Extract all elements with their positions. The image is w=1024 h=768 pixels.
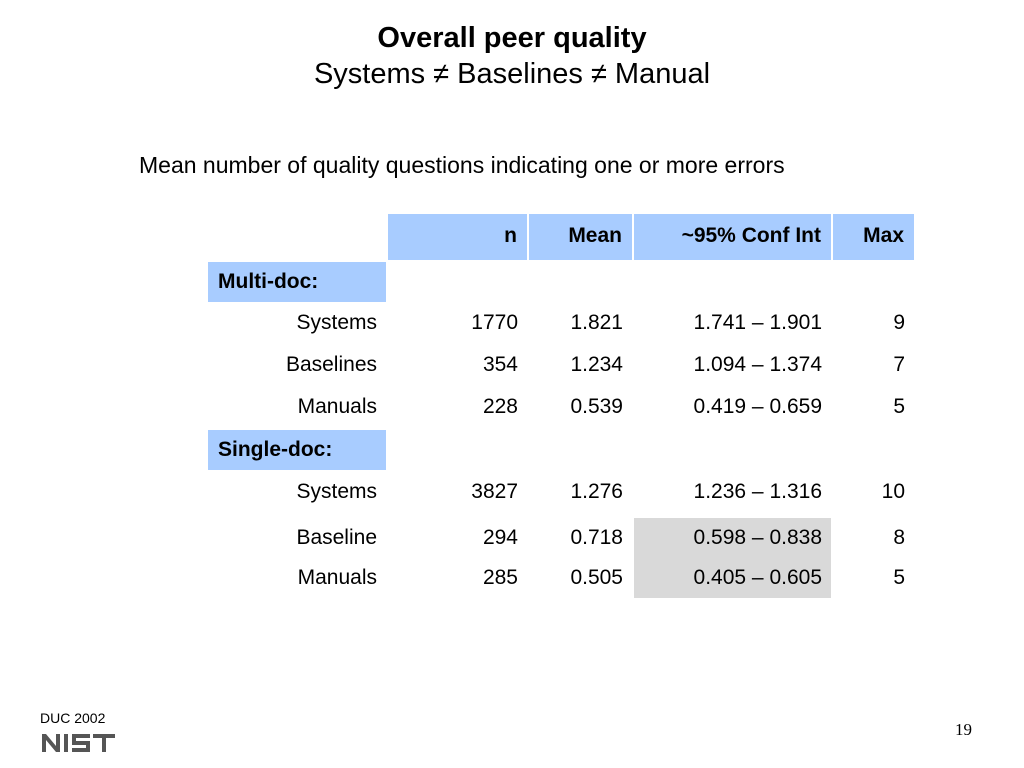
header-conf-int: ~95% Conf Int [634, 214, 831, 260]
cell-mean: 0.539 [570, 395, 623, 418]
row-label: Manuals [297, 395, 377, 418]
row-label: Manuals [297, 566, 377, 589]
cell-n: 228 [482, 395, 518, 418]
cell-conf-int: 0.419 – 0.659 [693, 395, 822, 418]
slide-subtitle: Systems ≠ Baselines ≠ Manual [313, 58, 711, 90]
header-mean: Mean [529, 214, 632, 260]
cell-max: 5 [893, 395, 905, 418]
header-n: n [388, 214, 527, 260]
cell-n: 294 [482, 526, 518, 549]
cell-max: 7 [893, 353, 905, 376]
nist-logo [42, 734, 115, 752]
row-label: Systems [296, 311, 377, 334]
cell-max: 10 [881, 480, 905, 503]
cell-mean: 1.821 [570, 311, 623, 334]
page-number: 19 [955, 720, 972, 739]
cell-max: 9 [893, 311, 905, 334]
cell-conf-int-highlighted: 0.598 – 0.838 [634, 518, 831, 558]
cell-n: 1770 [471, 311, 518, 334]
cell-mean: 0.718 [570, 526, 623, 549]
cell-max: 8 [893, 526, 905, 549]
header-max: Max [833, 214, 914, 260]
row-label: Baselines [285, 353, 377, 376]
cell-conf-int: 1.741 – 1.901 [693, 311, 822, 334]
cell-n: 285 [482, 566, 518, 589]
group-label-multi-doc: Multi-doc: [208, 262, 386, 302]
cell-n: 3827 [471, 480, 518, 503]
cell-mean: 1.234 [570, 353, 623, 376]
cell-conf-int: 1.236 – 1.316 [693, 480, 822, 503]
table-caption: Mean number of quality questions indicat… [139, 152, 785, 178]
cell-max: 5 [893, 566, 905, 589]
cell-mean: 1.276 [570, 480, 623, 503]
cell-conf-int: 1.094 – 1.374 [693, 353, 822, 376]
cell-conf-int-highlighted: 0.405 – 0.605 [634, 558, 831, 598]
group-label-single-doc: Single-doc: [208, 430, 386, 470]
slide-title: Overall peer quality [377, 22, 647, 54]
cell-n: 354 [482, 353, 518, 376]
cell-mean: 0.505 [570, 566, 623, 589]
row-label: Systems [296, 480, 377, 503]
footer-label: DUC 2002 [40, 710, 106, 726]
row-label: Baseline [296, 526, 377, 549]
